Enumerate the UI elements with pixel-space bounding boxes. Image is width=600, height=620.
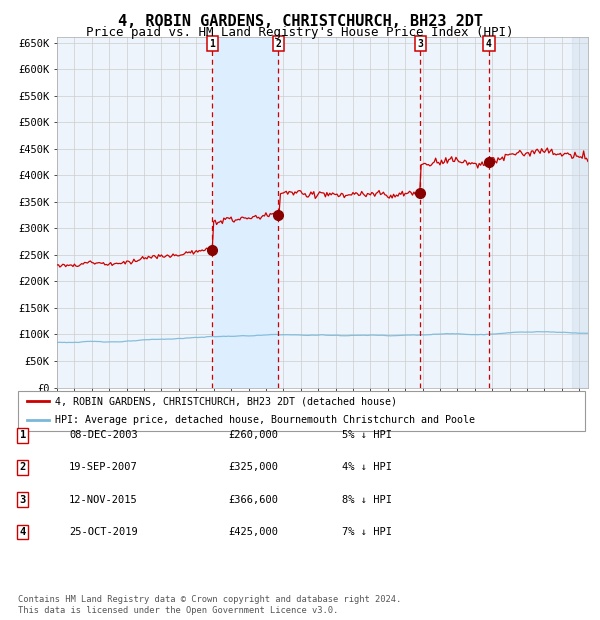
Text: 4: 4 — [486, 38, 492, 48]
Text: 4, ROBIN GARDENS, CHRISTCHURCH, BH23 2DT: 4, ROBIN GARDENS, CHRISTCHURCH, BH23 2DT — [118, 14, 482, 29]
Text: £325,000: £325,000 — [228, 463, 278, 472]
Text: 7% ↓ HPI: 7% ↓ HPI — [342, 527, 392, 537]
Text: 3: 3 — [20, 495, 26, 505]
Text: £260,000: £260,000 — [228, 430, 278, 440]
Text: 5% ↓ HPI: 5% ↓ HPI — [342, 430, 392, 440]
Text: 25-OCT-2019: 25-OCT-2019 — [69, 527, 138, 537]
Text: £425,000: £425,000 — [228, 527, 278, 537]
Text: 4, ROBIN GARDENS, CHRISTCHURCH, BH23 2DT (detached house): 4, ROBIN GARDENS, CHRISTCHURCH, BH23 2DT… — [55, 396, 397, 407]
Text: £366,600: £366,600 — [228, 495, 278, 505]
Text: 3: 3 — [418, 38, 423, 48]
Text: 2: 2 — [20, 463, 26, 472]
Text: Price paid vs. HM Land Registry's House Price Index (HPI): Price paid vs. HM Land Registry's House … — [86, 26, 514, 39]
Text: 1: 1 — [209, 38, 215, 48]
Text: 1: 1 — [20, 430, 26, 440]
Text: 4: 4 — [20, 527, 26, 537]
Text: 19-SEP-2007: 19-SEP-2007 — [69, 463, 138, 472]
Text: 12-NOV-2015: 12-NOV-2015 — [69, 495, 138, 505]
Text: 8% ↓ HPI: 8% ↓ HPI — [342, 495, 392, 505]
Text: Contains HM Land Registry data © Crown copyright and database right 2024.
This d: Contains HM Land Registry data © Crown c… — [18, 595, 401, 614]
Text: 2: 2 — [275, 38, 281, 48]
Text: 08-DEC-2003: 08-DEC-2003 — [69, 430, 138, 440]
Text: HPI: Average price, detached house, Bournemouth Christchurch and Poole: HPI: Average price, detached house, Bour… — [55, 415, 475, 425]
Text: 4% ↓ HPI: 4% ↓ HPI — [342, 463, 392, 472]
